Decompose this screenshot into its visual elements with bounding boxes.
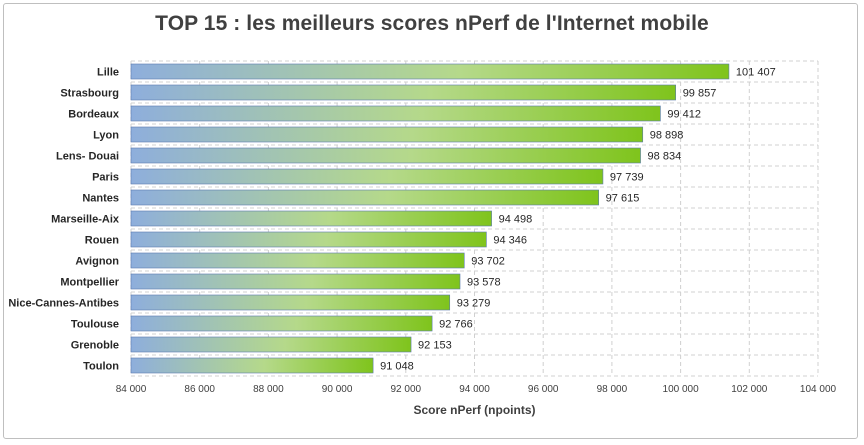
value-label: 91 048 [380, 361, 414, 373]
value-label: 92 766 [439, 319, 473, 331]
value-label: 97 615 [606, 193, 640, 205]
x-tick-label: 92 000 [391, 384, 422, 395]
category-label: Nice-Cannes-Antibes [8, 298, 119, 310]
category-label: Paris [92, 172, 119, 184]
category-label: Montpellier [60, 277, 119, 289]
value-label: 94 498 [499, 214, 533, 226]
x-tick-label: 96 000 [528, 384, 559, 395]
category-label: Lille [97, 67, 119, 79]
bar [130, 105, 661, 122]
bar [130, 231, 487, 248]
x-tick-label: 98 000 [597, 384, 628, 395]
bar [130, 126, 644, 143]
value-label: 92 153 [418, 340, 452, 352]
category-label: Lens- Douai [56, 151, 119, 163]
value-label: 93 702 [471, 256, 505, 268]
bar [130, 189, 599, 206]
category-label: Grenoble [71, 340, 119, 352]
chart-title: TOP 15 : les meilleurs scores nPerf de l… [155, 12, 709, 35]
category-label: Rouen [85, 235, 120, 247]
bar [130, 336, 412, 353]
value-label: 101 407 [736, 67, 776, 79]
value-label: 99 412 [667, 109, 701, 121]
bar [130, 357, 374, 374]
category-label: Strasbourg [60, 88, 119, 100]
x-tick-label: 94 000 [459, 384, 490, 395]
x-tick-label: 88 000 [253, 384, 284, 395]
bar [130, 168, 604, 185]
labels: 84 000 86 000 88 000 90 000 92 000 94 000 96 0… [8, 67, 836, 396]
x-axis-title: Score nPerf (npoints) [413, 403, 535, 417]
x-tick-label: 104 000 [800, 384, 837, 395]
category-label: Avignon [75, 256, 119, 268]
value-label: 97 739 [610, 172, 644, 184]
category-label: Marseille-Aix [51, 214, 120, 226]
category-label: Toulon [83, 361, 119, 373]
bars [130, 63, 730, 374]
x-tick-label: 102 000 [731, 384, 768, 395]
value-label: 98 834 [648, 151, 682, 163]
bar [130, 210, 492, 227]
value-label: 93 578 [467, 277, 501, 289]
bar [130, 294, 451, 311]
category-label: Lyon [93, 130, 119, 142]
category-label: Bordeaux [68, 109, 120, 121]
x-tick-label: 100 000 [663, 384, 700, 395]
bar [130, 63, 730, 80]
value-label: 93 279 [457, 298, 491, 310]
x-tick-label: 90 000 [322, 384, 353, 395]
value-label: 94 346 [493, 235, 527, 247]
category-label: Nantes [82, 193, 119, 205]
value-label: 99 857 [683, 88, 717, 100]
bar [130, 84, 676, 101]
value-label: 98 898 [650, 130, 684, 142]
bar [130, 273, 461, 290]
x-tick-label: 86 000 [184, 384, 215, 395]
bar [130, 147, 641, 164]
bar [130, 315, 433, 332]
bar [130, 252, 465, 269]
category-label: Toulouse [71, 319, 119, 331]
x-tick-label: 84 000 [116, 384, 147, 395]
